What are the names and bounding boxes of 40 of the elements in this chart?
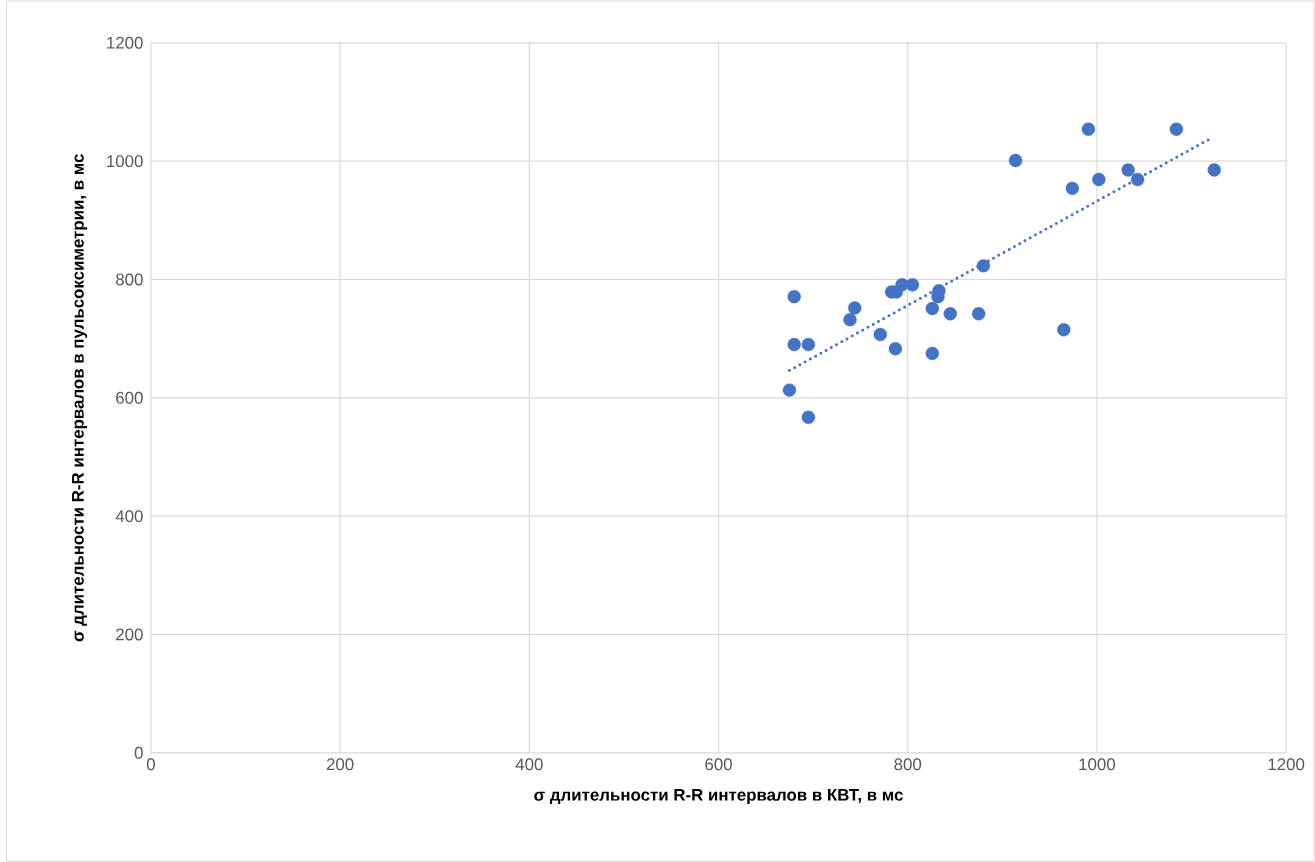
point: [787, 337, 801, 352]
point: [782, 383, 797, 397]
x-axis-title: σ длительности R-R интервалов в КВТ, в мс: [534, 788, 903, 804]
point: [971, 306, 986, 321]
y-tick-label: 0: [134, 746, 143, 759]
y-tick-label: 1000: [107, 155, 143, 167]
point: [1081, 122, 1096, 136]
y-tick-label: 1200: [107, 36, 143, 49]
y-tick-label: 400: [115, 510, 143, 522]
x-tick-label: 600: [705, 758, 732, 771]
point: [1008, 153, 1023, 168]
point: [1169, 122, 1184, 136]
point: [1092, 172, 1106, 186]
point: [848, 301, 862, 315]
point: [873, 327, 887, 342]
point: [843, 312, 857, 327]
y-tick-label: 600: [116, 391, 143, 404]
point: [943, 306, 957, 321]
point: [787, 289, 801, 304]
y-tick-label: 800: [116, 273, 143, 286]
point: [801, 410, 816, 424]
point: [925, 301, 939, 315]
x-tick-label: 800: [894, 758, 922, 771]
point: [1130, 172, 1145, 186]
point: [1057, 322, 1071, 337]
point: [1207, 163, 1221, 177]
x-tick-label: 400: [515, 758, 543, 771]
point: [801, 337, 816, 352]
point: [925, 346, 939, 360]
point: [1065, 181, 1079, 195]
point: [888, 341, 903, 356]
y-tick-label: 200: [116, 628, 143, 641]
point: [1121, 163, 1135, 177]
point: [905, 277, 920, 292]
x-tick-label: 200: [326, 758, 354, 771]
x-tick-label: 1000: [1079, 758, 1116, 771]
point: [976, 259, 991, 273]
y-axis-title: σ длительности R-R интервалов в пульсоксиметрии, в мс: [72, 153, 88, 642]
x-tick-label: 1200: [1268, 758, 1305, 771]
x-tick-label: 0: [146, 758, 155, 771]
